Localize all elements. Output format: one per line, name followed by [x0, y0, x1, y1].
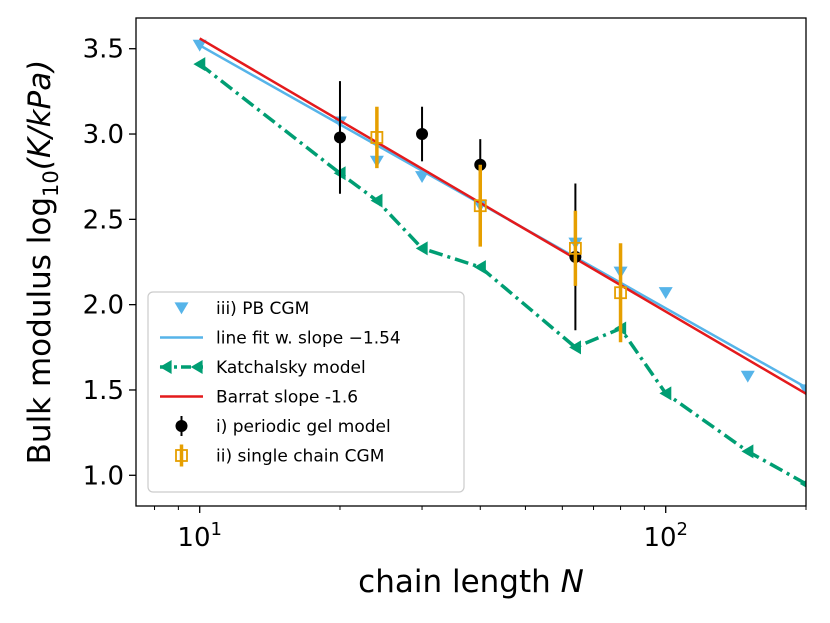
legend-label-single_chain: ii) single chain CGM: [216, 447, 384, 467]
legend-label-periodic_gel: i) periodic gel model: [216, 417, 391, 437]
x-tick-exponent: 1: [211, 519, 222, 540]
katchalsky-point: [415, 241, 428, 256]
legend-handle-pb-cgm: [174, 302, 189, 315]
periodic-gel-point: [333, 131, 346, 144]
single-chain-point: [370, 131, 384, 144]
katchalsky-point: [370, 193, 383, 208]
legend-label-barrat: Barrat slope -1.6: [216, 388, 358, 408]
y-axis-title-tail: (K/kPa): [22, 60, 58, 171]
x-tick-label: 101: [177, 519, 222, 553]
legend-label-line_fit: line fit w. slope −1.54: [216, 329, 401, 349]
x-tick-base: 10: [643, 523, 676, 553]
legend: iii) PB CGM line fit w. slope −1.54 Katcha…: [147, 291, 465, 493]
katchalsky-point: [193, 57, 206, 72]
y-axis-title-text: Bulk modulus log: [22, 197, 58, 464]
pb-cgm-point: [658, 287, 673, 300]
x-axis-title-text: chain length: [358, 564, 560, 600]
x-axis-title: chain length N: [358, 564, 584, 600]
y-axis-title: Bulk modulus log10(K/kPa): [22, 60, 63, 465]
single-chain-point: [614, 286, 627, 300]
y-tick-label: 1.5: [83, 376, 124, 406]
periodic-gel-point: [416, 128, 429, 141]
y-axis-title-sub: 10: [39, 170, 63, 197]
legend-handle-periodic-gel: [175, 420, 188, 432]
legend-label-pb_cgm: iii) PB CGM: [216, 299, 309, 319]
legend-label-katchalsky: Katchalsky model: [216, 358, 366, 378]
katchalsky-point: [473, 260, 486, 275]
y-tick-label: 2.0: [83, 291, 124, 321]
katchalsky-point: [569, 340, 581, 355]
legend-handle-single-chain: [175, 449, 188, 462]
x-tick-base: 10: [177, 523, 210, 553]
legend-box: [147, 291, 465, 493]
plot-area: [192, 37, 806, 488]
x-tick-label: 102: [643, 519, 688, 553]
barrat-line: [199, 37, 806, 395]
y-tick-label: 1.0: [83, 461, 124, 491]
katchalsky-point: [799, 480, 806, 488]
x-tick-exponent: 2: [677, 519, 688, 540]
y-tick-label: 3.0: [83, 120, 124, 150]
legend-handle-katchalsky-marker: [159, 360, 172, 374]
katchalsky-point: [741, 444, 754, 459]
legend-handle-katchalsky-marker: [190, 360, 203, 374]
single-chain-point: [473, 199, 487, 213]
pb-cgm-point: [740, 370, 755, 383]
single-chain-point: [568, 241, 582, 255]
axes-frame: [135, 17, 807, 507]
y-tick-label: 2.5: [83, 205, 124, 235]
x-axis-title-var: N: [561, 564, 584, 600]
y-tick-label: 3.5: [83, 35, 124, 65]
katchalsky-line: [198, 62, 806, 486]
katchalsky-point: [659, 386, 672, 401]
